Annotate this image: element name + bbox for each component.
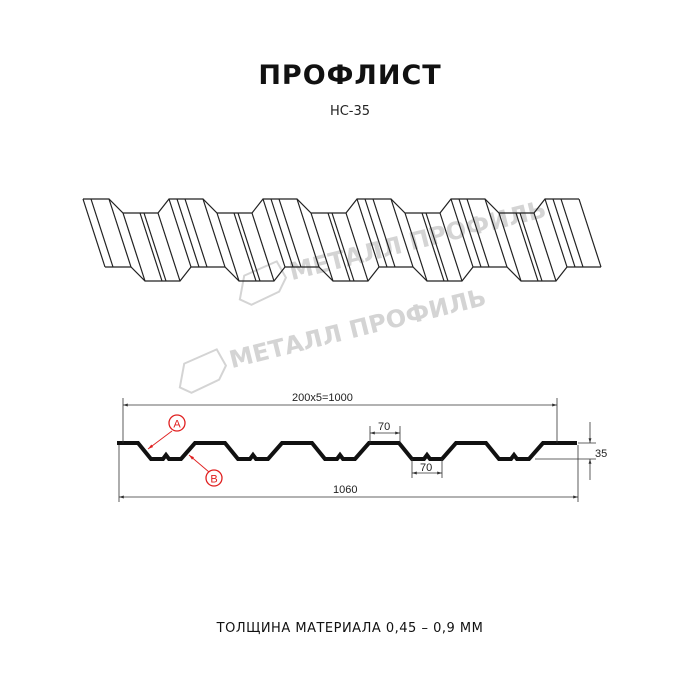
material-thickness: ТОЛЩИНА МАТЕРИАЛА 0,45 – 0,9 ММ [216, 621, 484, 636]
sheet-fold-line [466, 198, 490, 268]
sheet-fold-line [364, 198, 388, 268]
trough-width-label: 70 [420, 462, 432, 474]
sheet-rib-line [519, 212, 543, 282]
sheet-fold-line [296, 198, 320, 268]
sheet-fold-line [82, 198, 106, 268]
sheet-rib-line [515, 212, 539, 282]
sheet-rib-line [421, 212, 445, 282]
sheet-fold-line [251, 212, 275, 282]
sheet-fold-line [176, 198, 200, 268]
sheet-3d-view [82, 198, 602, 282]
callout-a-circle [168, 414, 186, 432]
sheet-fold-line [372, 198, 396, 268]
sheet-fold-line [458, 198, 482, 268]
sheet-fold-line [202, 198, 226, 268]
watermark-top: МЕТАЛЛ ПРОФИЛЬ [238, 195, 549, 306]
sheet-fold-line [262, 198, 286, 268]
sheet-fold-line [450, 198, 474, 268]
dimension-pitch [122, 398, 558, 443]
crest-width-label: 70 [378, 421, 390, 433]
sheet-fold-line [533, 212, 557, 282]
sheet-fold-line [552, 198, 576, 268]
dimension-total [118, 445, 579, 502]
dimension-trough [411, 459, 443, 478]
profile-section [117, 441, 577, 461]
callout-b: B [188, 454, 223, 487]
sheet-fold-line [356, 198, 380, 268]
sheet-fold-line [108, 198, 132, 268]
sheet-fold-line [439, 212, 463, 282]
sheet-fold-line [404, 212, 428, 282]
sheet-fold-line [498, 212, 522, 282]
sheet-fold-line [544, 198, 568, 268]
callout-b-label: B [210, 474, 217, 486]
pitch-label: 200x5=1000 [292, 392, 353, 404]
sheet-fold-line [216, 212, 240, 282]
sheet-fold-line [90, 198, 114, 268]
sheet-fold-line [578, 198, 602, 268]
sheet-fold-line [278, 198, 302, 268]
sheet-fold-line [157, 212, 181, 282]
sheet-fold-line [168, 198, 192, 268]
model-label: НС-35 [329, 104, 371, 119]
sheet-fold-line [122, 212, 146, 282]
watermark-bottom: МЕТАЛЛ ПРОФИЛЬ [178, 283, 489, 394]
callout-a: A [147, 414, 186, 450]
sheet-fold-line [484, 198, 508, 268]
sheet-fold-line [390, 198, 414, 268]
dimension-crest [369, 426, 401, 443]
callout-a-label: A [173, 419, 181, 431]
sheet-rib-line [327, 212, 351, 282]
watermark-logo-outline [178, 348, 228, 394]
total-width-label: 1060 [333, 484, 357, 496]
watermark-logo-outline [238, 260, 288, 306]
sheet-fold-line [345, 212, 369, 282]
page-title: ПРОФЛИСТ [258, 60, 442, 91]
sheet-rib-line [237, 212, 261, 282]
sheet-rib-line [331, 212, 355, 282]
sheet-fold-line [310, 212, 334, 282]
sheet-rib-line [233, 212, 257, 282]
height-label: 35 [595, 448, 607, 460]
sheet-rib-line [143, 212, 167, 282]
sheet-fold-line [184, 198, 208, 268]
callout-b-leader [188, 454, 210, 473]
watermark-text: МЕТАЛЛ ПРОФИЛЬ [226, 283, 489, 374]
sheet-rib-line [425, 212, 449, 282]
callout-a-leader [147, 430, 173, 450]
dimension-height [535, 422, 596, 480]
sheet-rib-line [139, 212, 163, 282]
sheet-fold-line [560, 198, 584, 268]
sheet-fold-line [270, 198, 294, 268]
callout-b-circle [205, 469, 223, 487]
